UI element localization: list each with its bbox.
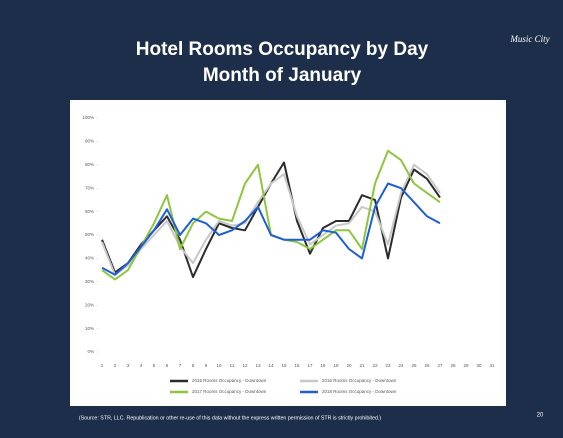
logo: Music City [509,34,549,44]
x-tick-label: 30 [476,363,482,368]
x-tick-label: 9 [205,363,208,368]
x-tick-label: 6 [166,363,169,368]
y-tick-label: 0% [87,349,94,354]
y-tick-label: 50% [85,232,94,237]
y-tick-label: 100% [82,115,94,120]
x-tick-label: 10 [216,363,222,368]
x-tick-label: 13 [255,363,261,368]
x-tick-label: 28 [450,363,456,368]
x-tick-label: 31 [489,363,495,368]
x-tick-label: 26 [424,363,430,368]
x-tick-label: 23 [385,363,391,368]
source-note: (Source: STR, LLC. Republication or othe… [79,415,382,421]
x-tick-label: 16 [294,363,300,368]
legend-label: 2015 Rooms Occupancy - Downtown [192,378,267,383]
y-tick-label: 30% [85,279,94,284]
chart-area [70,100,506,406]
x-tick-label: 29 [463,363,469,368]
x-tick-label: 11 [230,363,235,368]
x-tick-label: 27 [437,363,443,368]
y-tick-label: 10% [85,326,94,331]
x-tick-label: 12 [242,363,248,368]
x-tick-label: 5 [153,363,156,368]
x-tick-label: 7 [179,363,182,368]
subtitle: Month of January [203,65,362,86]
y-tick-label: 80% [85,162,94,167]
x-tick-label: 8 [192,363,195,368]
x-tick-label: 2 [114,363,117,368]
x-tick-label: 1 [101,363,104,368]
x-tick-label: 17 [307,363,313,368]
legend-label: 2018 Rooms Occupancy - Downtown [322,389,397,394]
x-tick-label: 25 [411,363,417,368]
y-tick-label: 20% [85,302,94,307]
y-tick-label: 90% [85,139,94,144]
page-number: 20 [537,413,544,419]
x-tick-label: 24 [398,363,404,368]
x-tick-label: 4 [140,363,143,368]
x-tick-label: 21 [359,363,365,368]
y-tick-label: 60% [85,209,94,214]
legend-label: 2016 Rooms Occupancy - Downtown [322,378,397,383]
x-tick-label: 15 [281,363,287,368]
x-tick-label: 19 [333,363,339,368]
x-tick-label: 3 [127,363,130,368]
x-tick-label: 20 [346,363,352,368]
legend-label: 2017 Rooms Occupancy - Downtown [192,389,267,394]
title: Hotel Rooms Occupancy by Day [136,39,429,60]
x-tick-label: 22 [372,363,378,368]
y-tick-label: 40% [85,256,94,261]
y-tick-label: 70% [85,185,94,190]
x-tick-label: 14 [268,363,274,368]
series-line [101,182,441,276]
x-tick-label: 18 [320,363,326,368]
series-line [101,163,441,276]
